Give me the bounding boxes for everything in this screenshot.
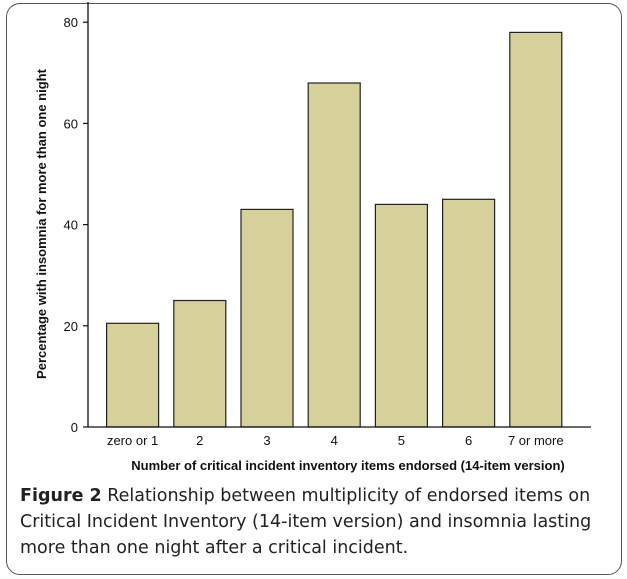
y-tick-label: 60 xyxy=(64,116,78,131)
x-tick-label: 7 or more xyxy=(508,433,564,448)
x-tick-label: zero or 1 xyxy=(107,433,158,448)
y-tick-label: 40 xyxy=(64,218,78,233)
caption-text: Relationship between multiplicity of end… xyxy=(20,486,592,558)
x-tick-label: 5 xyxy=(398,433,405,448)
x-axis-label: Number of critical incident inventory it… xyxy=(131,458,564,473)
y-tick-label: 80 xyxy=(64,15,78,30)
x-tick-label: 4 xyxy=(331,433,338,448)
caption-label: Figure 2 xyxy=(20,486,102,506)
bar-1 xyxy=(173,299,227,428)
x-tick-label: 3 xyxy=(263,433,270,448)
bar-5 xyxy=(442,198,496,428)
y-tick-label: 0 xyxy=(71,420,78,435)
x-tick-label: 2 xyxy=(196,433,203,448)
axes-layer: zero or 1 2 3 4 5 6 7 or more 0 20 40 60 80 xyxy=(64,2,591,448)
y-axis-label: Percentage with insomnia for more than o… xyxy=(34,68,49,379)
bars-layer xyxy=(105,31,563,428)
bar-6 xyxy=(509,31,563,428)
figure-caption: Figure 2 Relationship between multiplici… xyxy=(20,483,615,561)
bar-0 xyxy=(105,322,160,428)
y-tick-label: 20 xyxy=(64,319,78,334)
bar-2 xyxy=(240,208,294,428)
bar-3 xyxy=(307,82,361,428)
bar-chart: zero or 1 2 3 4 5 6 7 or more 0 20 40 60 80 Percent… xyxy=(34,2,591,473)
x-tick-label: 6 xyxy=(465,433,472,448)
bar-4 xyxy=(374,203,428,428)
